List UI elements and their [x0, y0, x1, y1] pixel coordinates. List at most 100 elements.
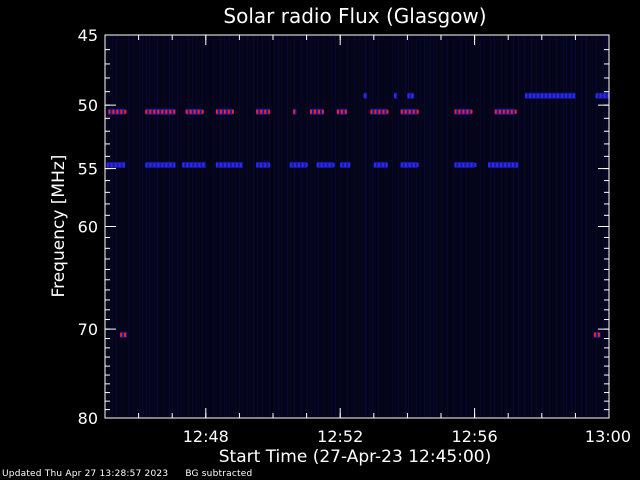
- band-segment: [381, 162, 384, 167]
- band-segment: [377, 162, 380, 167]
- noise-stripe: [269, 36, 270, 417]
- noise-stripe: [586, 36, 587, 417]
- band-segment: [599, 93, 602, 98]
- noise-stripe: [157, 36, 158, 417]
- noise-stripe: [331, 36, 332, 417]
- noise-stripe: [405, 36, 406, 417]
- band-segment: [344, 109, 347, 114]
- noise-stripe: [121, 36, 122, 417]
- band-segment: [227, 162, 230, 167]
- band-segment: [549, 93, 551, 98]
- noise-stripe: [301, 36, 302, 417]
- band-segment: [215, 162, 218, 167]
- band-segment: [454, 162, 457, 167]
- noise-stripe: [420, 36, 421, 417]
- noise-stripe: [229, 36, 230, 417]
- noise-stripe: [542, 36, 543, 417]
- noise-stripe: [169, 36, 170, 417]
- noise-stripe: [427, 36, 428, 417]
- band-segment: [173, 162, 176, 167]
- noise-stripe: [247, 36, 248, 417]
- noise-stripe: [596, 36, 597, 417]
- band-segment: [110, 162, 113, 167]
- band-segment: [502, 109, 505, 114]
- band-segment: [231, 109, 234, 114]
- band-halo: [309, 108, 324, 115]
- band-halo: [256, 108, 270, 115]
- noise-stripe: [398, 36, 399, 417]
- noise-stripe: [480, 36, 481, 417]
- band-segment: [348, 162, 351, 167]
- y-tick-label: 70: [78, 320, 98, 339]
- band-segment: [492, 162, 495, 167]
- band-segment: [289, 162, 292, 167]
- band-segment: [525, 93, 527, 98]
- band-segment: [321, 109, 324, 114]
- band-segment: [404, 109, 407, 114]
- band-segment: [182, 162, 185, 167]
- noise-stripe: [436, 36, 437, 417]
- band-segment: [516, 162, 519, 167]
- noise-stripe: [490, 36, 491, 417]
- band-segment: [533, 93, 535, 98]
- band-segment: [374, 109, 377, 114]
- noise-stripe: [365, 36, 366, 417]
- band-segment: [385, 162, 388, 167]
- noise-stripe: [372, 36, 373, 417]
- band-segment: [412, 109, 415, 114]
- noise-stripe: [146, 36, 147, 417]
- band-segment: [488, 162, 491, 167]
- noise-stripe: [395, 36, 396, 417]
- x-tick-label: 12:48: [183, 427, 229, 446]
- noise-stripe: [188, 36, 189, 417]
- noise-stripe: [466, 36, 467, 417]
- band-segment: [201, 109, 204, 114]
- band-segment: [504, 162, 507, 167]
- band-segment: [223, 109, 226, 114]
- noise-stripe: [253, 36, 254, 417]
- noise-stripe: [235, 36, 236, 417]
- band-segment: [219, 109, 222, 114]
- noise-stripe: [433, 36, 434, 417]
- band-segment: [202, 162, 205, 167]
- band-segment: [149, 109, 152, 114]
- noise-stripe: [314, 36, 315, 417]
- noise-stripe: [501, 36, 502, 417]
- noise-stripe: [513, 36, 514, 417]
- noise-stripe: [536, 36, 537, 417]
- band-segment: [370, 109, 373, 114]
- noise-stripe: [575, 36, 576, 417]
- band-segment: [293, 162, 296, 167]
- band-segment: [454, 109, 457, 114]
- noise-stripe: [460, 36, 461, 417]
- band-halo: [488, 161, 519, 168]
- band-segment: [215, 109, 218, 114]
- band-halo: [145, 108, 176, 115]
- noise-stripe: [128, 36, 129, 417]
- noise-stripe: [164, 36, 165, 417]
- band-segment: [173, 109, 176, 114]
- noise-stripe: [310, 36, 311, 417]
- band-segment: [124, 109, 127, 114]
- band-segment: [301, 162, 304, 167]
- band-segment: [235, 162, 238, 167]
- noise-stripe: [411, 36, 412, 417]
- band-segment: [219, 162, 222, 167]
- band-segment: [268, 162, 271, 167]
- band-segment: [223, 162, 226, 167]
- noise-stripe: [408, 36, 409, 417]
- band-segment: [458, 162, 461, 167]
- band-segment: [595, 93, 598, 98]
- band-segment: [165, 162, 168, 167]
- band-segment: [378, 109, 381, 114]
- background-noise: [107, 36, 607, 417]
- noise-stripe: [556, 36, 557, 417]
- noise-stripe: [347, 36, 348, 417]
- noise-stripe: [220, 36, 221, 417]
- plot-area: [105, 35, 609, 418]
- y-tick-label: 60: [78, 218, 98, 237]
- band-halo: [182, 161, 206, 168]
- band-halo: [407, 92, 415, 99]
- chart-title: Solar radio Flux (Glasgow): [223, 4, 486, 28]
- band-segment: [190, 162, 193, 167]
